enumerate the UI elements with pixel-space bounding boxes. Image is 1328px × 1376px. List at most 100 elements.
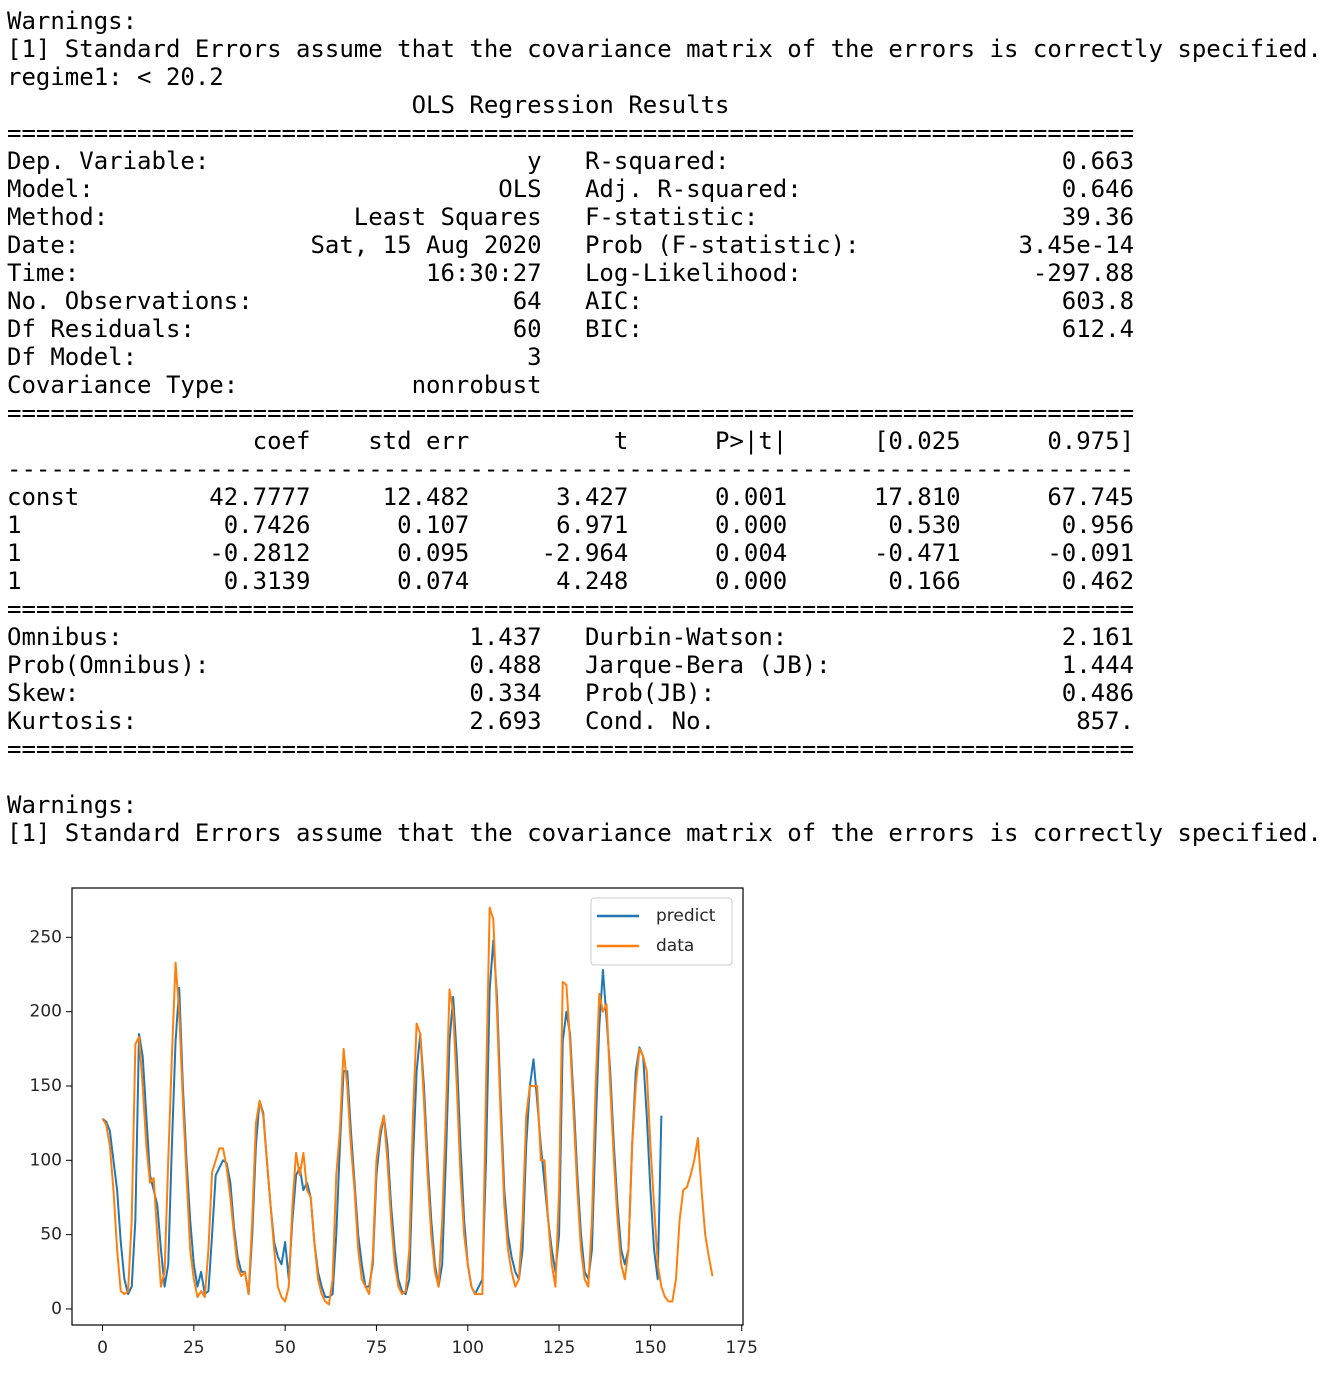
rule-double: ========================================… — [7, 399, 1135, 427]
axes-frame — [71, 887, 744, 1326]
coef-value: 0.166 — [888, 567, 961, 595]
x-tick-label: 100 — [452, 1338, 484, 1358]
rule-single: ----------------------------------------… — [7, 455, 1135, 483]
value: nonrobust — [411, 371, 542, 399]
value: 0.488 — [469, 651, 542, 679]
value: 0.646 — [1061, 175, 1135, 203]
label: Time: — [7, 259, 80, 287]
coef-row: 1 0.7426 0.107 6.971 0.000 0.530 0.956 — [7, 511, 1134, 539]
rule: ----------------------------------------… — [7, 455, 1134, 483]
term: 1 — [7, 567, 22, 595]
value: 612.4 — [1061, 315, 1135, 343]
coef-value: 0.3139 — [223, 567, 311, 595]
value: 16:30:27 — [426, 259, 542, 287]
value: -297.88 — [1032, 259, 1135, 287]
summary-row: Method: Least Squares F-statistic: 39.36 — [7, 203, 1134, 231]
value: y — [527, 147, 542, 175]
warnings-title: Warnings: — [7, 7, 138, 35]
rule: ========================================… — [7, 595, 1134, 623]
x-tick-label: 175 — [725, 1338, 757, 1358]
summary-row: Kurtosis: 2.693 Cond. No. 857. — [7, 707, 1134, 735]
series-line — [101, 939, 663, 1299]
value: 1.437 — [469, 623, 542, 651]
value: 2.161 — [1061, 623, 1135, 651]
y-tick-label: 0 — [51, 1299, 62, 1319]
label: BIC: — [584, 315, 643, 343]
series-line — [101, 906, 714, 1306]
value: 0.663 — [1061, 147, 1135, 175]
rule-double: ========================================… — [7, 119, 1135, 147]
coef-header: coef std err t P>|t| [0.025 0.975] — [7, 427, 1134, 455]
coef-value: 0.107 — [397, 511, 470, 539]
x-tick-label: 0 — [97, 1338, 108, 1358]
warning-note: [1] Standard Errors assume that the cova… — [7, 819, 1322, 847]
warnings: [1] Standard Errors assume that the cova… — [7, 819, 1322, 847]
y-tick-label: 50 — [40, 1225, 62, 1245]
summary-row: Model: OLS Adj. R-squared: 0.646 — [7, 175, 1134, 203]
coef-value: 0.956 — [1061, 511, 1135, 539]
summary-row: Skew: 0.334 Prob(JB): 0.486 — [7, 679, 1134, 707]
summary-row: Date: Sat, 15 Aug 2020 Prob (F-statistic):… — [7, 231, 1134, 259]
label: Log-Likelihood: — [584, 259, 802, 287]
warning-note: [1] Standard Errors assume that the cova… — [7, 35, 1322, 63]
label: Model: — [7, 175, 94, 203]
label: Date: — [7, 231, 80, 259]
value: 3 — [527, 343, 542, 371]
coef-value: -0.2812 — [209, 539, 311, 567]
summary-row: Time: 16:30:27 Log-Likelihood: -297.88 — [7, 259, 1134, 287]
regime-label: regime1: < 20.2 — [7, 63, 224, 91]
coef-value: 12.482 — [382, 483, 470, 511]
coef-value: 0.000 — [715, 511, 788, 539]
label: Covariance Type: — [7, 371, 239, 399]
label: F-statistic: — [584, 203, 759, 231]
value: 603.8 — [1061, 287, 1135, 315]
value: Sat, 15 Aug 2020 — [310, 231, 542, 259]
coef-value: 67.745 — [1047, 483, 1135, 511]
value: 0.486 — [1061, 679, 1135, 707]
summary-title: OLS Regression Results — [411, 91, 730, 119]
label: Adj. R-squared: — [584, 175, 802, 203]
label: AIC: — [584, 287, 643, 315]
value: 3.45e-14 — [1018, 231, 1135, 259]
warnings-title: Warnings: — [7, 791, 138, 819]
label: R-squared: — [584, 147, 730, 175]
coef-value: 0.074 — [397, 567, 470, 595]
y-tick-label: 150 — [30, 1076, 62, 1096]
term: const — [7, 483, 80, 511]
legend-label: predict — [656, 906, 716, 926]
column-header: std err — [368, 427, 470, 455]
x-tick-label: 125 — [543, 1338, 575, 1358]
label: Dep. Variable: — [7, 147, 210, 175]
term: 1 — [7, 539, 22, 567]
x-tick-label: 25 — [183, 1338, 205, 1358]
y-tick-label: 250 — [30, 927, 62, 947]
rule-double: ========================================… — [7, 595, 1135, 623]
x-tick-label: 150 — [634, 1338, 666, 1358]
coef-row: const 42.7777 12.482 3.427 0.001 17.810 67.745 — [7, 483, 1134, 511]
value: OLS — [498, 175, 542, 203]
legend-label: data — [656, 936, 694, 956]
summary-row: Dep. Variable: y R-squared: 0.663 — [7, 147, 1134, 175]
coef-value: -0.091 — [1047, 539, 1135, 567]
coef-value: 0.095 — [397, 539, 470, 567]
label: Skew: — [7, 679, 80, 707]
x-tick-label: 50 — [274, 1338, 296, 1358]
coef-value: 0.462 — [1061, 567, 1135, 595]
coef-row: 1 -0.2812 0.095 -2.964 0.004 -0.471 -0.091 — [7, 539, 1134, 567]
rule-double: ========================================… — [7, 735, 1135, 763]
label: Durbin-Watson: — [584, 623, 788, 651]
value: 60 — [512, 315, 542, 343]
label: Cond. No. — [584, 707, 716, 735]
summary-row: No. Observations: 64 AIC: 603.8 — [7, 287, 1134, 315]
coef-value: 17.810 — [873, 483, 961, 511]
coef-value: 0.530 — [888, 511, 961, 539]
coef-value: 0.7426 — [223, 511, 311, 539]
value: Least Squares — [353, 203, 542, 231]
column-header: 0.975] — [1047, 427, 1135, 455]
coef-value: 42.7777 — [209, 483, 311, 511]
rule: ========================================… — [7, 119, 1134, 147]
coef-value: 0.004 — [715, 539, 788, 567]
coef-value: -2.964 — [541, 539, 629, 567]
